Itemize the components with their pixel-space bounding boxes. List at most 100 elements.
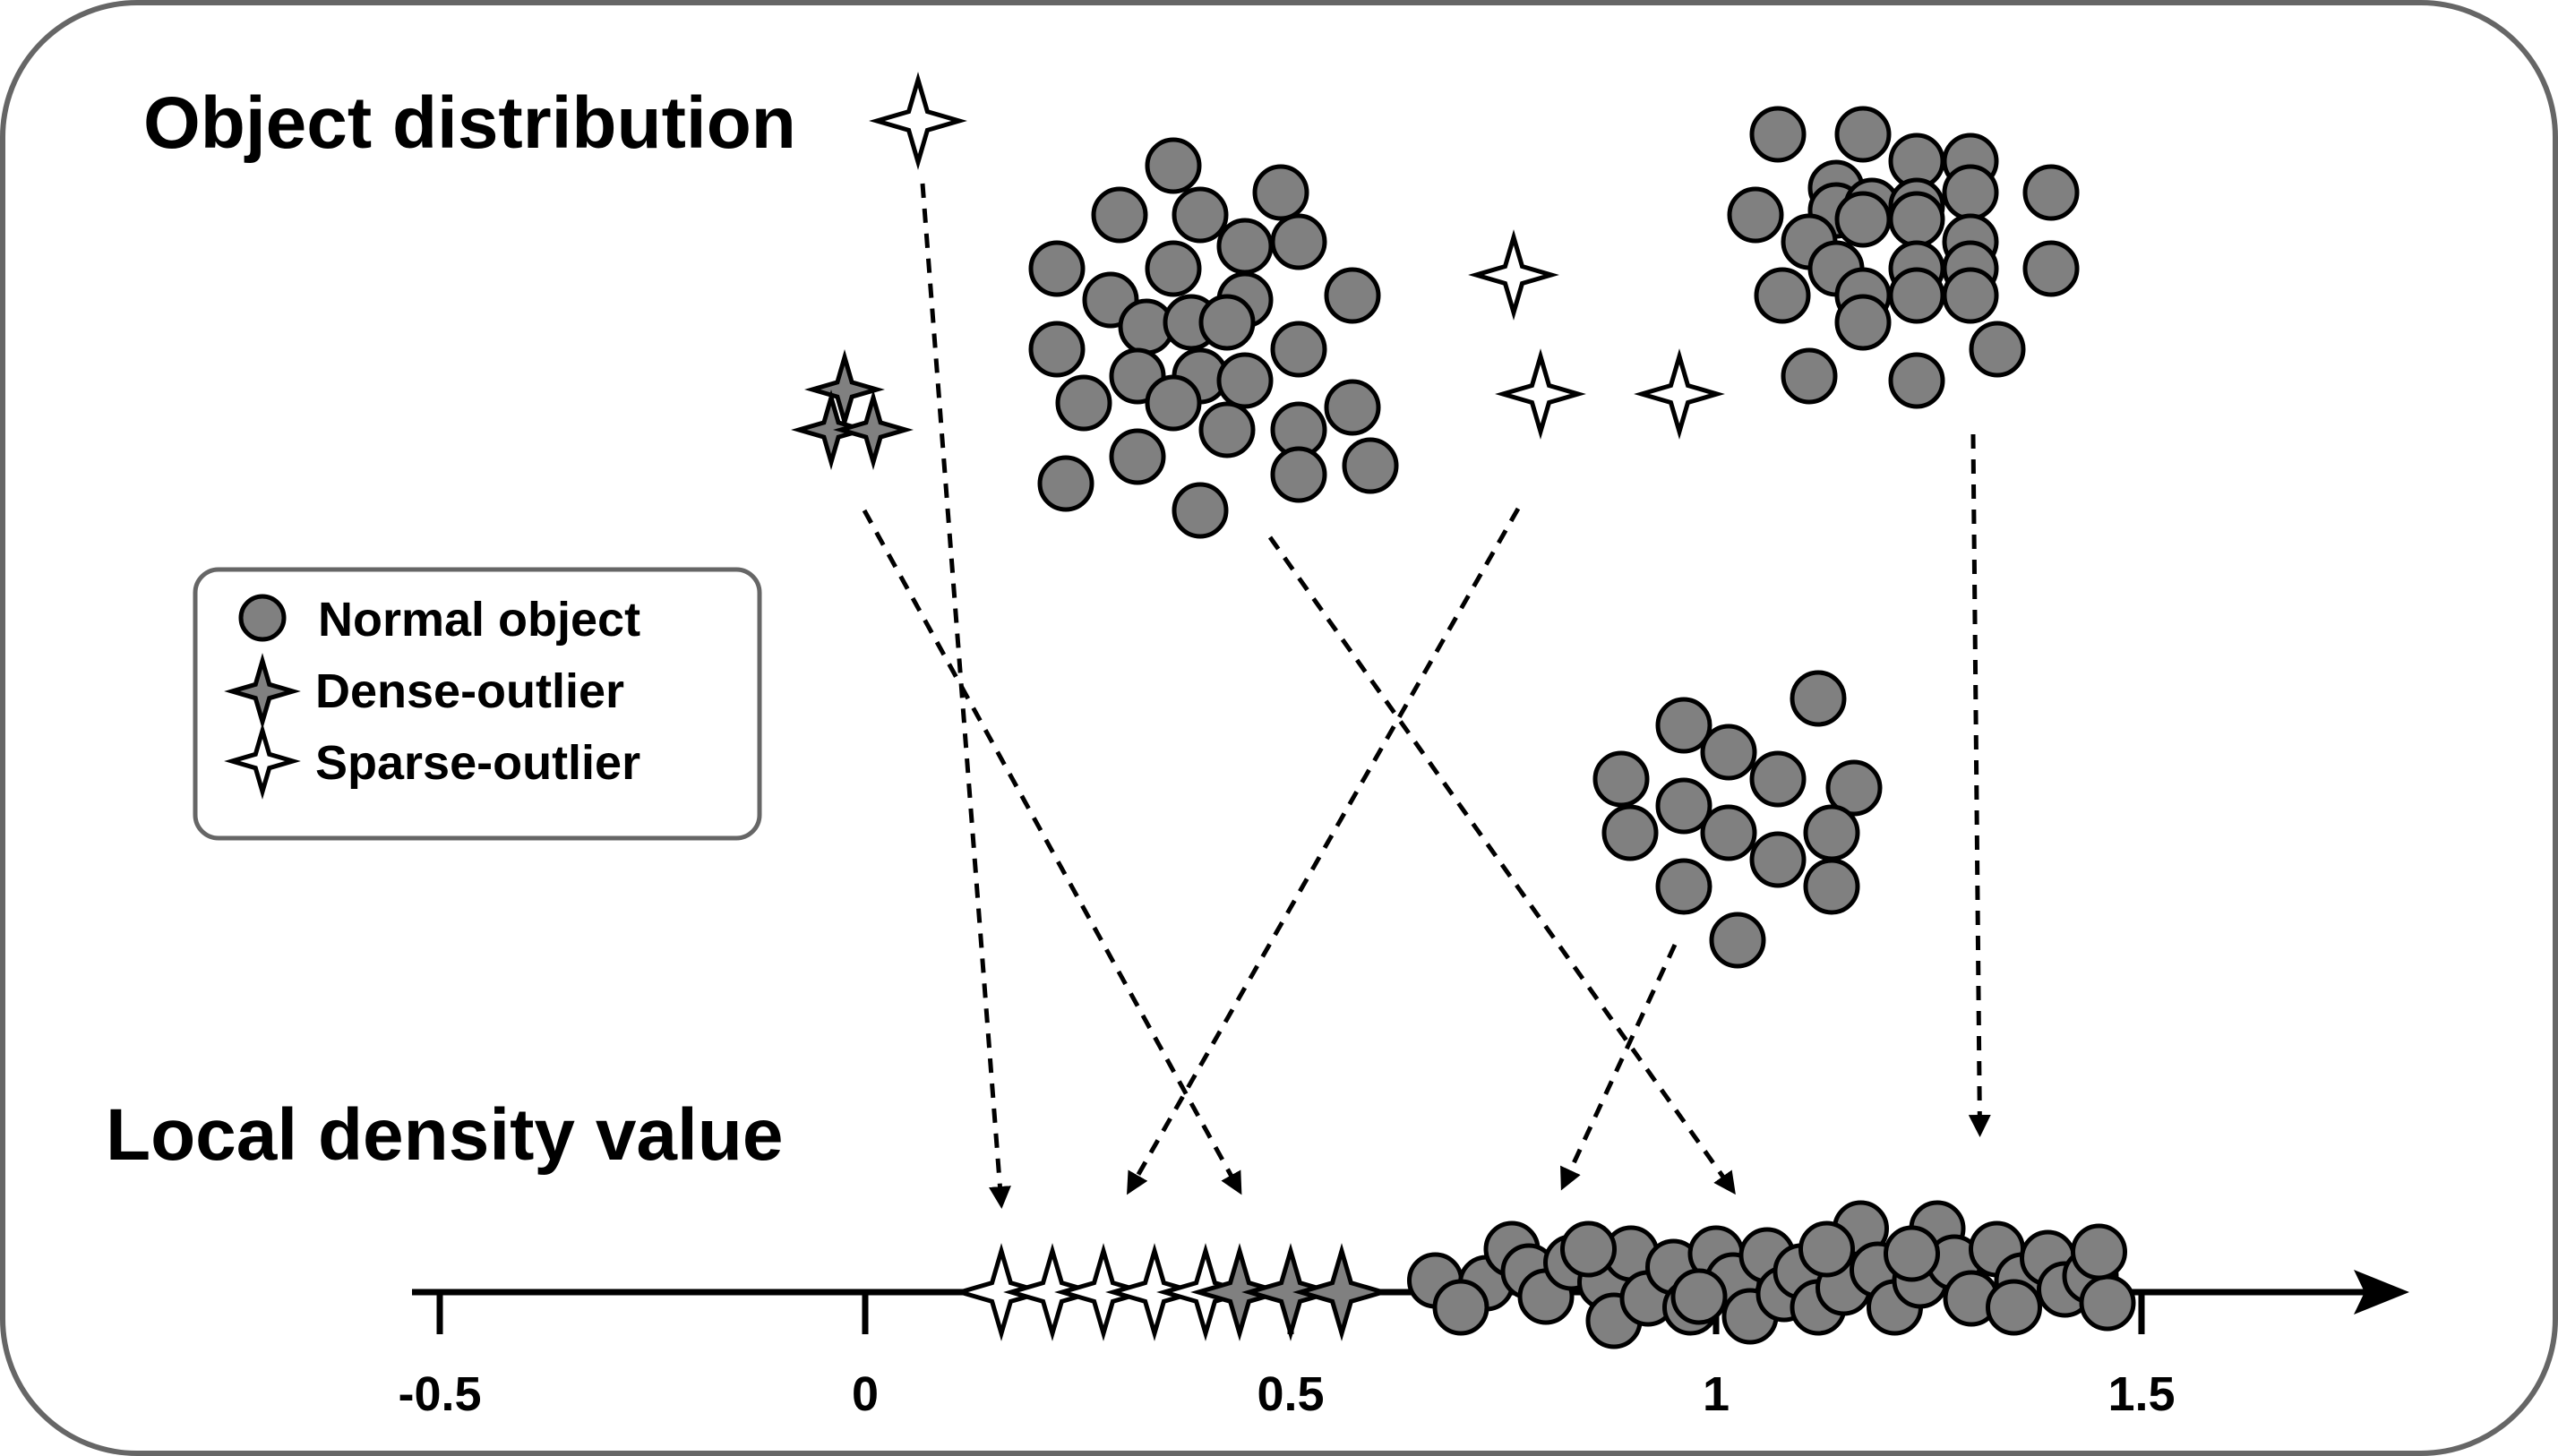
normal-object — [1145, 137, 1202, 194]
normal-object — [1749, 831, 1807, 888]
sparse-outlier — [1634, 348, 1725, 440]
normal-object — [1790, 670, 1847, 727]
sparse-outlier — [1495, 348, 1586, 440]
mapping-arrows — [862, 183, 1991, 1209]
legend: Normal object Dense-outlier Sparse-outli… — [193, 567, 762, 841]
dense-outlier — [833, 390, 914, 470]
normal-object — [1091, 186, 1148, 244]
normal-object — [1700, 724, 1757, 781]
dense-outlier-icon — [224, 653, 301, 730]
normal-object — [1145, 240, 1202, 297]
axis-tick-label: -0.5 — [398, 1367, 481, 1421]
normal-object — [1727, 186, 1784, 244]
normal-object — [1700, 804, 1757, 861]
sparse-outlier-title — [869, 72, 967, 170]
normal-object — [1749, 750, 1807, 808]
normal-object — [1109, 428, 1166, 485]
normal-object — [1709, 912, 1766, 969]
normal-object — [1888, 191, 1945, 248]
normal-object — [1942, 267, 1999, 324]
local-density-title: Local density value — [106, 1094, 784, 1176]
axis-sparse-outlier — [1054, 1243, 1153, 1341]
sparse-outlier — [1468, 229, 1559, 321]
axis-sparse-outlier — [1003, 1243, 1102, 1341]
normal-object — [1252, 164, 1309, 221]
normal-object — [1342, 437, 1399, 494]
normal-object — [1270, 321, 1327, 378]
normal-object — [1803, 804, 1860, 861]
axis-tick-label: 1.5 — [2107, 1367, 2175, 1421]
normal-object — [1655, 858, 1712, 915]
arrow-sparse-title — [920, 183, 1011, 1209]
axis-tick-label: 0 — [852, 1367, 879, 1421]
axis-normal-object — [1432, 1279, 1489, 1336]
normal-object — [1942, 164, 1999, 221]
dense-outlier — [791, 390, 871, 470]
axis-ticks: -0.5 0 0.5 1 1.5 — [398, 1292, 2176, 1421]
axis-dense-outlier — [1190, 1243, 1289, 1341]
normal-object — [1028, 240, 1086, 297]
normal-object — [1655, 697, 1712, 754]
axis-normal-object — [1884, 1225, 1940, 1282]
normal-object — [1888, 352, 1945, 409]
axis-normal-object — [2071, 1223, 2127, 1280]
normal-object — [1888, 267, 1945, 324]
axis-normal-object — [1986, 1279, 2042, 1336]
normal-cluster-left — [1028, 137, 1399, 539]
axis-normal-object — [1670, 1268, 1728, 1325]
normal-object — [1198, 294, 1256, 351]
legend-normal-label: Normal object — [318, 593, 640, 647]
axis-sparse-outlier — [1105, 1243, 1204, 1341]
normal-object — [1172, 186, 1229, 244]
normal-object — [1834, 294, 1892, 351]
normal-object — [1969, 321, 2026, 378]
normal-object — [1803, 858, 1860, 915]
arrow-sparse-pair — [1127, 507, 1521, 1195]
normal-object — [1749, 106, 1807, 163]
normal-object — [1834, 106, 1892, 163]
legend-dense-label: Dense-outlier — [315, 664, 624, 718]
normal-object — [2022, 164, 2080, 221]
arrow-middle-cluster — [1560, 943, 1678, 1191]
normal-cluster-middle — [1592, 670, 1883, 969]
normal-object — [1172, 482, 1229, 539]
normal-object — [1655, 777, 1712, 835]
normal-object — [2022, 240, 2080, 297]
legend-sparse-label: Sparse-outlier — [315, 736, 640, 790]
normal-object — [1754, 267, 1811, 324]
normal-object — [1055, 374, 1112, 432]
normal-cluster-right — [1727, 106, 2080, 409]
dense-outlier — [804, 349, 885, 430]
axis-normal-object — [1560, 1220, 1617, 1278]
axis-normal-object — [1798, 1220, 1855, 1278]
axis-sparse-outlier — [952, 1243, 1051, 1341]
legend-circle — [238, 594, 287, 642]
normal-object — [1270, 213, 1327, 270]
normal-object — [1145, 374, 1202, 432]
axis-density-points — [952, 1200, 2136, 1349]
sparse-outlier-icon — [224, 723, 301, 800]
axis-tick-label: 0.5 — [1257, 1367, 1324, 1421]
arrow-dense-group — [862, 509, 1242, 1195]
arrow-right-cluster — [1968, 433, 1991, 1137]
legend-frame — [193, 567, 762, 841]
axis-arrowhead — [2354, 1270, 2409, 1315]
axis-dense-outlier — [1241, 1243, 1340, 1341]
axis-tick-label: 1 — [1703, 1367, 1730, 1421]
normal-object — [1216, 352, 1274, 409]
normal-object — [1834, 191, 1892, 248]
normal-object — [1216, 218, 1274, 275]
legend-sparse-star — [224, 723, 301, 800]
axis-normal-object — [2079, 1274, 2136, 1332]
normal-object — [1601, 804, 1659, 861]
normal-object — [1324, 379, 1381, 436]
object-distribution-title: Object distribution — [143, 82, 796, 164]
normal-object — [1198, 401, 1256, 458]
normal-object-icon — [238, 594, 287, 642]
normal-object — [1037, 455, 1094, 512]
normal-object — [1781, 347, 1838, 405]
outlier-objects — [791, 72, 1725, 470]
normal-object — [1028, 321, 1086, 378]
normal-object — [1825, 759, 1883, 817]
